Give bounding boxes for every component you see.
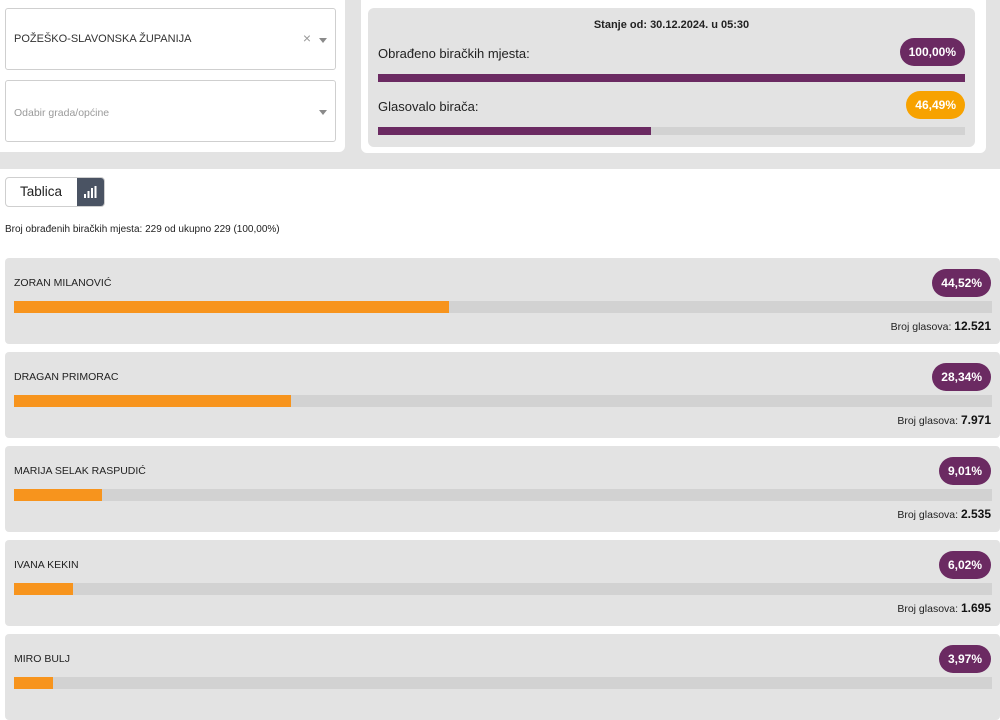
turnout-badge: 46,49%: [906, 91, 965, 119]
candidate-bar-fill: [14, 677, 53, 689]
votes-label: Broj glasova:: [890, 321, 952, 333]
table-view-button[interactable]: Tablica: [20, 184, 63, 199]
view-toggle: Tablica: [5, 177, 105, 207]
chevron-down-icon[interactable]: [319, 38, 327, 43]
candidate-bar-fill: [14, 395, 292, 407]
candidate-percent-badge: 44,52%: [932, 269, 991, 297]
candidate-name: ZORAN MILANOVIĆ: [14, 277, 112, 289]
candidate-votes: Broj glasova: 12.521: [891, 319, 991, 333]
votes-count: 1.695: [960, 601, 991, 615]
stats-date: Stanje od: 30.12.2024. u 05:30: [593, 19, 750, 31]
candidate-bar: [14, 395, 992, 407]
votes-label: Broj glasova:: [897, 509, 959, 521]
votes-label: Broj glasova:: [897, 415, 959, 427]
candidate-name: IVANA KEKIN: [14, 559, 79, 571]
votes-count: 12.521: [954, 319, 991, 333]
filter-panel: POŽEŠKO-SLAVONSKA ŽUPANIJA × Odabir grad…: [0, 0, 345, 152]
candidate-card: MIRO BULJ 3,97%: [5, 634, 1000, 720]
candidate-bar: [14, 583, 992, 595]
candidate-name: MARIJA SELAK RASPUDIĆ: [14, 465, 146, 477]
turnout-label: Glasovalo birača:: [378, 99, 479, 114]
candidate-percent-badge: 6,02%: [938, 551, 991, 579]
candidate-percent-badge: 9,01%: [938, 457, 991, 485]
chevron-down-icon[interactable]: [319, 110, 327, 115]
candidate-bar: [14, 489, 992, 501]
summary-text: Broj obrađenih biračkih mjesta: 229 od u…: [5, 224, 280, 235]
candidate-votes: Broj glasova: 1.695: [897, 601, 991, 615]
stats-panel: Stanje od: 30.12.2024. u 05:30 Obrađeno …: [368, 8, 975, 147]
city-select[interactable]: Odabir grada/općine: [5, 80, 336, 142]
candidate-bar: [14, 301, 992, 313]
bar-chart-icon: [84, 186, 97, 198]
votes-count: 7.971: [960, 413, 991, 427]
processed-bar: [378, 74, 965, 82]
candidate-votes: Broj glasova: 2.535: [897, 507, 991, 521]
candidate-bar: [14, 677, 992, 689]
candidate-card: DRAGAN PRIMORAC 28,34% Broj glasova: 7.971: [5, 352, 1000, 438]
candidate-card: MARIJA SELAK RASPUDIĆ 9,01% Broj glasova: …: [5, 446, 1000, 532]
candidate-card: ZORAN MILANOVIĆ 44,52% Broj glasova: 12.52…: [5, 258, 1000, 344]
county-select-value: POŽEŠKO-SLAVONSKA ŽUPANIJA: [14, 33, 192, 45]
candidate-votes: Broj glasova: 7.971: [897, 413, 991, 427]
processed-bar-fill: [378, 74, 965, 82]
candidate-bar-fill: [14, 489, 103, 501]
candidate-card: IVANA KEKIN 6,02% Broj glasova: 1.695: [5, 540, 1000, 626]
votes-count: 2.535: [960, 507, 991, 521]
turnout-bar: [378, 127, 965, 135]
county-select[interactable]: POŽEŠKO-SLAVONSKA ŽUPANIJA ×: [5, 8, 336, 70]
processed-label: Obrađeno biračkih mjesta:: [378, 46, 530, 61]
votes-label: Broj glasova:: [897, 603, 959, 615]
city-select-placeholder: Odabir grada/općine: [14, 107, 110, 119]
turnout-bar-fill: [378, 127, 651, 135]
candidate-name: DRAGAN PRIMORAC: [14, 371, 119, 383]
clear-icon[interactable]: ×: [302, 30, 311, 46]
candidate-name: MIRO BULJ: [14, 653, 71, 665]
chart-view-button[interactable]: [77, 178, 104, 206]
candidate-bar-fill: [14, 583, 73, 595]
candidate-percent-badge: 3,97%: [938, 645, 991, 673]
processed-badge: 100,00%: [899, 38, 965, 66]
candidate-bar-fill: [14, 301, 450, 313]
candidate-percent-badge: 28,34%: [932, 363, 991, 391]
